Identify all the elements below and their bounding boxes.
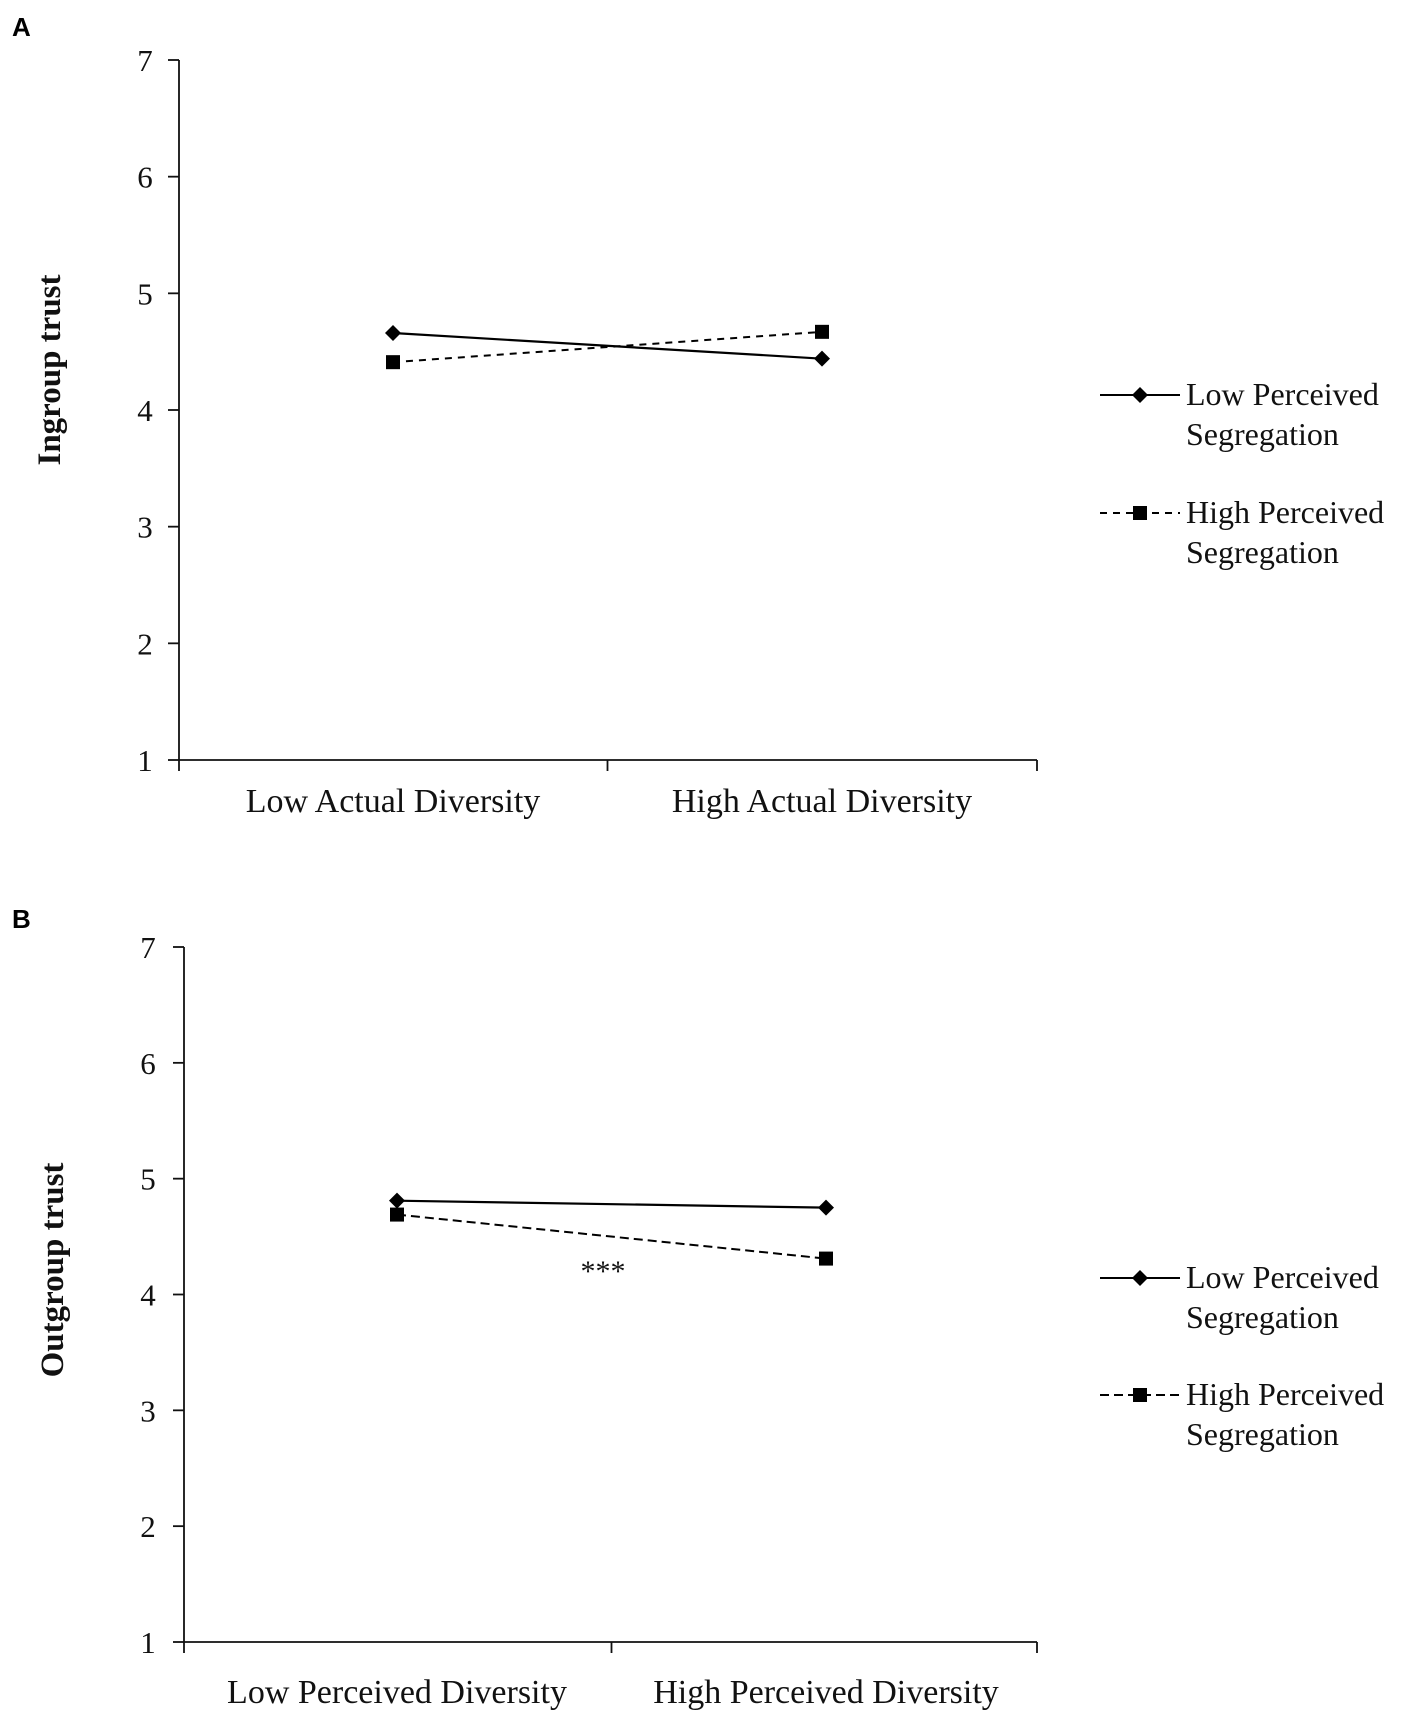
y-tick-label: 2 (140, 1509, 156, 1544)
y-tick-label: 7 (140, 930, 156, 965)
series-0-point-0 (385, 325, 401, 341)
series-1-point-0 (390, 1207, 404, 1222)
y-tick-label: 5 (137, 276, 153, 311)
series-1-point-1 (815, 324, 829, 339)
series-line-0 (392, 331, 823, 360)
y-tick-label: 1 (140, 1625, 156, 1660)
legend-marker-1 (1133, 1388, 1147, 1402)
legend-marker-0 (1132, 387, 1148, 403)
panel-label-a: A (12, 12, 31, 42)
legend-marker-0 (1132, 1270, 1148, 1286)
series-1-point-0 (386, 355, 400, 370)
legend-marker-1 (1133, 506, 1147, 520)
x-category-label: Low Actual Diversity (246, 783, 541, 820)
y-tick-label: 3 (140, 1393, 156, 1428)
legend-label-0-line1: Low Perceived (1186, 1259, 1379, 1295)
legend-label-1-line1: High Perceived (1186, 1376, 1384, 1412)
series-0-point-1 (814, 350, 830, 367)
legend-label-0-line1: Low Perceived (1186, 376, 1379, 412)
panel-label-b: B (12, 904, 31, 934)
series-line-1 (396, 1213, 827, 1260)
x-category-label: High Actual Diversity (672, 783, 972, 820)
y-tick-label: 4 (137, 393, 153, 428)
chart-a-ingroup-trust: 1 2 3 4 5 6 7 Low Actual Diversity High Actual D… (32, 43, 1384, 820)
y-tick-label: 2 (137, 626, 153, 661)
chart-b-outgroup-trust: 1 2 3 4 5 6 7 Low Perceived Diversity High Perce… (35, 930, 1384, 1711)
y-tick-label: 4 (140, 1278, 156, 1313)
series-0-point-1 (818, 1199, 834, 1216)
y-axis-label: Ingroup trust (32, 274, 68, 465)
series-0-point-0 (389, 1192, 405, 1209)
y-tick-label: 3 (137, 510, 153, 545)
legend-label-0-line2: Segregation (1186, 416, 1339, 452)
series-line-0 (396, 1199, 827, 1209)
y-tick-label: 6 (140, 1046, 156, 1081)
legend-label-1-line2: Segregation (1186, 534, 1339, 570)
y-axis-label: Outgroup trust (35, 1163, 71, 1378)
y-tick-label: 7 (137, 43, 153, 78)
x-category-label: High Perceived Diversity (653, 1674, 999, 1711)
significance-annotation: *** (581, 1255, 626, 1288)
y-tick-label: 5 (140, 1162, 156, 1197)
legend-label-0-line2: Segregation (1186, 1299, 1339, 1335)
y-tick-label: 6 (137, 160, 153, 195)
series-1-point-1 (819, 1251, 833, 1266)
legend-label-1-line1: High Perceived (1186, 494, 1384, 530)
y-tick-label: 1 (137, 743, 153, 778)
legend-label-1-line2: Segregation (1186, 1416, 1339, 1452)
x-category-label: Low Perceived Diversity (227, 1674, 567, 1711)
series-line-1 (392, 330, 823, 364)
